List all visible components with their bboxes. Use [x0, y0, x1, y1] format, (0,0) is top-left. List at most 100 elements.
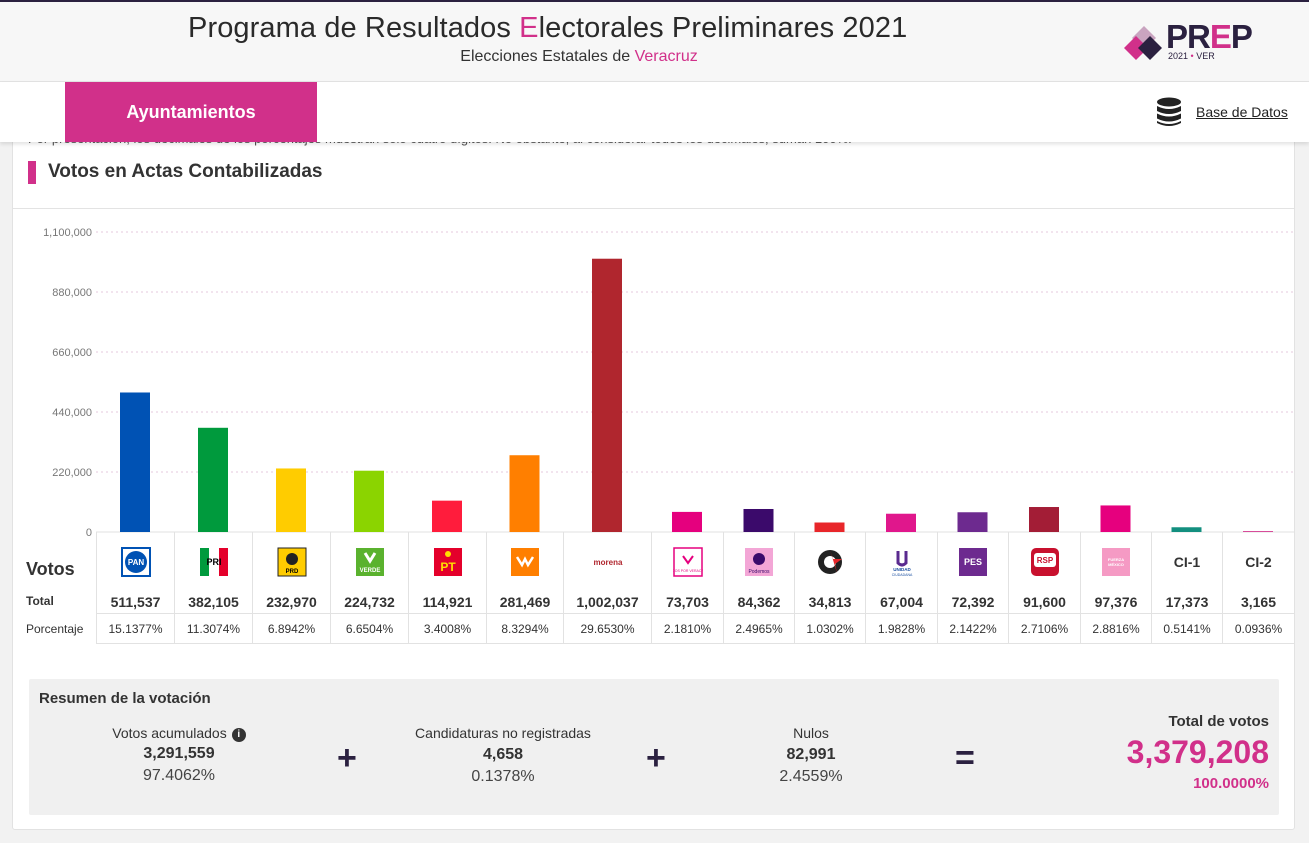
party-column-morena: morena 1,002,037 29.6530% [563, 532, 651, 644]
accumulated-value: 3,291,559 [143, 745, 215, 762]
database-link[interactable]: Base de Datos [1156, 96, 1288, 128]
pt-logo-icon: PT [432, 546, 464, 578]
party-column-rsp: RSP 91,600 2.7106% [1008, 532, 1080, 644]
party-total-votes: 232,970 [266, 594, 317, 610]
prep-logo[interactable]: PREP 2021 • VER [1124, 18, 1274, 66]
party-total-votes: 84,362 [737, 594, 781, 610]
svg-text:VERDE: VERDE [359, 568, 380, 574]
total-value: 3,379,208 [1126, 734, 1269, 770]
party-column-todos: TODOS POR VERACRUZ 73,703 2.1810% [651, 532, 723, 644]
summary-unregistered: Candidaturas no registradas 4,658 0.1378… [389, 725, 617, 786]
section-title-text: Votos en Actas Contabilizadas [48, 161, 323, 182]
svg-text:FUERZA: FUERZA [1108, 557, 1124, 562]
y-tick-label: 660,000 [52, 347, 92, 359]
fxm-logo-icon: FUERZA MÉXICO [1100, 546, 1132, 578]
section-divider [13, 208, 1294, 209]
party-column-ci1: CI-1 17,373 0.5141% [1151, 532, 1222, 644]
party-column-pri: PRI 382,105 11.3074% [174, 532, 252, 644]
summary-total: Total de votos 3,379,208 100.0000% [1127, 713, 1269, 792]
party-column-fxm: FUERZA MÉXICO 97,376 2.8816% [1080, 532, 1151, 644]
ci1-logo-icon: CI-1 [1171, 546, 1203, 578]
prep-logo-subtitle: 2021 • VER [1168, 51, 1215, 61]
party-total-votes: 224,732 [344, 594, 395, 610]
party-column-ci2: CI-2 3,165 0.0936% [1222, 532, 1294, 644]
party-column-unidad: UNIDAD CIUDADANA 67,004 1.9828% [865, 532, 937, 644]
prd-logo-icon: PRD [276, 546, 308, 578]
unregistered-label: Candidaturas no registradas [415, 725, 591, 741]
party-total-votes: 67,004 [880, 594, 923, 610]
row-label-percentage: Porcentaje [26, 622, 84, 636]
top-accent-line [0, 0, 1309, 2]
row-label-total: Total [26, 594, 54, 608]
tab-ayuntamientos[interactable]: Ayuntamientos [65, 82, 317, 142]
mc-logo-icon [509, 546, 541, 578]
party-total-votes: 114,921 [422, 594, 473, 610]
party-column-mc: 281,469 8.3294% [486, 532, 563, 644]
pes-logo-icon: PES [957, 546, 989, 578]
summary-title: Resumen de la votación [39, 690, 211, 707]
results-card: Por presentación, los decimales de los p… [12, 130, 1295, 830]
party-percentage: 1.0302% [795, 613, 865, 644]
y-tick-label: 880,000 [52, 287, 92, 299]
pan-logo-icon: PAN [120, 546, 152, 578]
null-label: Nulos [793, 725, 829, 741]
cardenista-logo-icon [814, 546, 846, 578]
bar-pri [198, 427, 228, 532]
party-column-pes: PES 72,392 2.1422% [937, 532, 1008, 644]
bar-cardenista [814, 522, 845, 532]
prep-diamond-icon [1124, 26, 1162, 60]
bar-pt [432, 500, 462, 532]
bar-pes [957, 512, 988, 532]
total-label: Total de votos [1168, 713, 1269, 730]
y-tick-label: 440,000 [52, 407, 92, 419]
database-link-label[interactable]: Base de Datos [1196, 104, 1288, 120]
equals-operator: = [955, 739, 975, 777]
page-title: Programa de Resultados Electorales Preli… [188, 12, 908, 44]
party-total-votes: 511,537 [110, 594, 161, 610]
accumulated-percentage: 97.4062% [142, 767, 216, 784]
party-percentage: 3.4008% [409, 613, 486, 644]
party-column-verde: VERDE 224,732 6.6504% [330, 532, 408, 644]
party-percentage: 29.6530% [564, 613, 651, 644]
y-tick-label: 220,000 [52, 467, 92, 479]
party-total-votes: 3,165 [1240, 594, 1277, 610]
party-percentage: 15.1377% [97, 613, 174, 644]
page-header: Programa de Resultados Electorales Preli… [0, 2, 1309, 82]
svg-text:Podemos: Podemos [748, 569, 770, 575]
bar-prd [276, 468, 306, 532]
info-icon[interactable]: i [231, 728, 246, 742]
party-percentage: 2.4965% [724, 613, 794, 644]
party-total-votes: 34,813 [808, 594, 852, 610]
votes-bar-chart: 0 220,000 440,000 660,000 880,000 1,100,000 [43, 227, 1294, 539]
party-percentage: 2.7106% [1009, 613, 1080, 644]
vote-summary: Resumen de la votación Votos acumulados i… [29, 679, 1279, 815]
svg-text:PES: PES [964, 557, 982, 567]
party-column-podemos: Podemos 84,362 2.4965% [723, 532, 794, 644]
rsp-logo-icon: RSP [1029, 546, 1061, 578]
svg-text:TODOS POR VERACRUZ: TODOS POR VERACRUZ [673, 569, 703, 573]
party-total-votes: 91,600 [1023, 594, 1066, 610]
party-percentage: 6.8942% [253, 613, 330, 644]
section-title-marker [28, 160, 36, 184]
party-column-pt: PT 114,921 3.4008% [408, 532, 486, 644]
candidate-label: CI-1 [1173, 554, 1201, 570]
candidate-label: CI-2 [1245, 554, 1272, 570]
accumulated-label: Votos acumulados i [89, 725, 269, 742]
unregistered-value: 4,658 [482, 746, 524, 763]
svg-text:PRI: PRI [206, 557, 221, 567]
party-total-votes: 97,376 [1094, 594, 1138, 610]
bar-verde [354, 470, 384, 532]
svg-text:CIUDADANA: CIUDADANA [891, 573, 912, 577]
bar-podemos [743, 508, 774, 532]
svg-text:morena: morena [593, 558, 622, 567]
bar-rsp [1029, 507, 1059, 532]
bar-pan [120, 392, 150, 532]
svg-text:UNIDAD: UNIDAD [893, 567, 911, 572]
party-column-cardenista: 34,813 1.0302% [794, 532, 865, 644]
party-percentage: 8.3294% [487, 613, 563, 644]
null-percentage: 2.4559% [779, 768, 843, 785]
party-percentage: 0.0936% [1223, 613, 1294, 644]
pri-logo-icon: PRI [198, 546, 230, 578]
bar-ci1 [1171, 527, 1202, 532]
svg-text:MÉXICO: MÉXICO [1108, 562, 1124, 567]
